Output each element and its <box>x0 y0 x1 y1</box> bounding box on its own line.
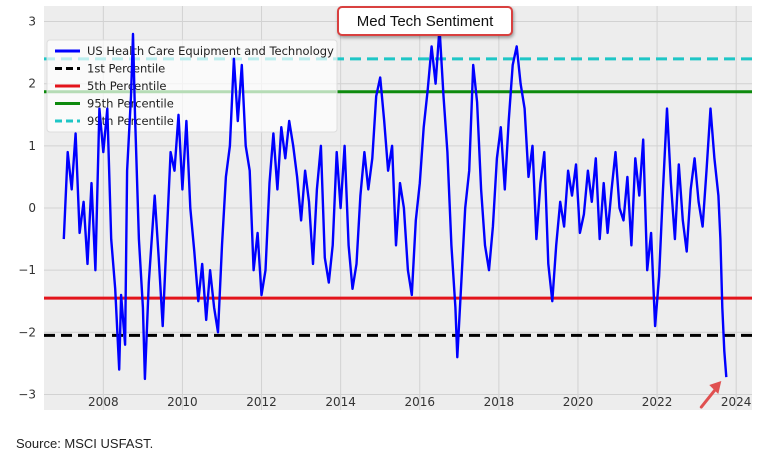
y-tick-label: −1 <box>18 263 36 277</box>
source-note: Source: MSCI USFAST. <box>16 436 154 451</box>
x-tick-label: 2018 <box>484 395 515 409</box>
arrow-head <box>709 381 722 395</box>
arrow-annotation <box>699 381 722 409</box>
legend: US Health Care Equipment and Technology 1… <box>46 39 338 133</box>
x-tick-label: 2010 <box>167 395 198 409</box>
arrow-shaft <box>699 385 719 409</box>
tick-labels: 2008 2010 2012 2014 2016 2018 2020 2022 2024 −3 −2… <box>18 15 751 409</box>
series-line-us-health-care <box>62 26 728 381</box>
y-tick-label: 1 <box>28 139 36 153</box>
y-tick-label: 0 <box>28 201 36 215</box>
y-tick-label: −3 <box>18 387 36 401</box>
x-tick-label: 2016 <box>404 395 435 409</box>
x-tick-label: 2022 <box>642 395 673 409</box>
legend-label-1st-percentile: 1st Percentile <box>87 62 165 76</box>
series <box>62 26 728 381</box>
y-tick-label: 2 <box>28 77 36 91</box>
x-tick-label: 2012 <box>246 395 277 409</box>
legend-box <box>46 39 338 133</box>
x-tick-label: 2008 <box>88 395 119 409</box>
x-tick-label: 2024 <box>721 395 752 409</box>
y-tick-label: −2 <box>18 325 36 339</box>
legend-label-us-health-care-equipment-and-technology: US Health Care Equipment and Technology <box>87 44 334 58</box>
x-tick-label: 2014 <box>325 395 356 409</box>
y-tick-label: 3 <box>28 15 36 29</box>
x-tick-label: 2020 <box>563 395 594 409</box>
chart-title: Med Tech Sentiment <box>337 6 513 36</box>
legend-label-5th-percentile: 5th Percentile <box>87 79 167 93</box>
